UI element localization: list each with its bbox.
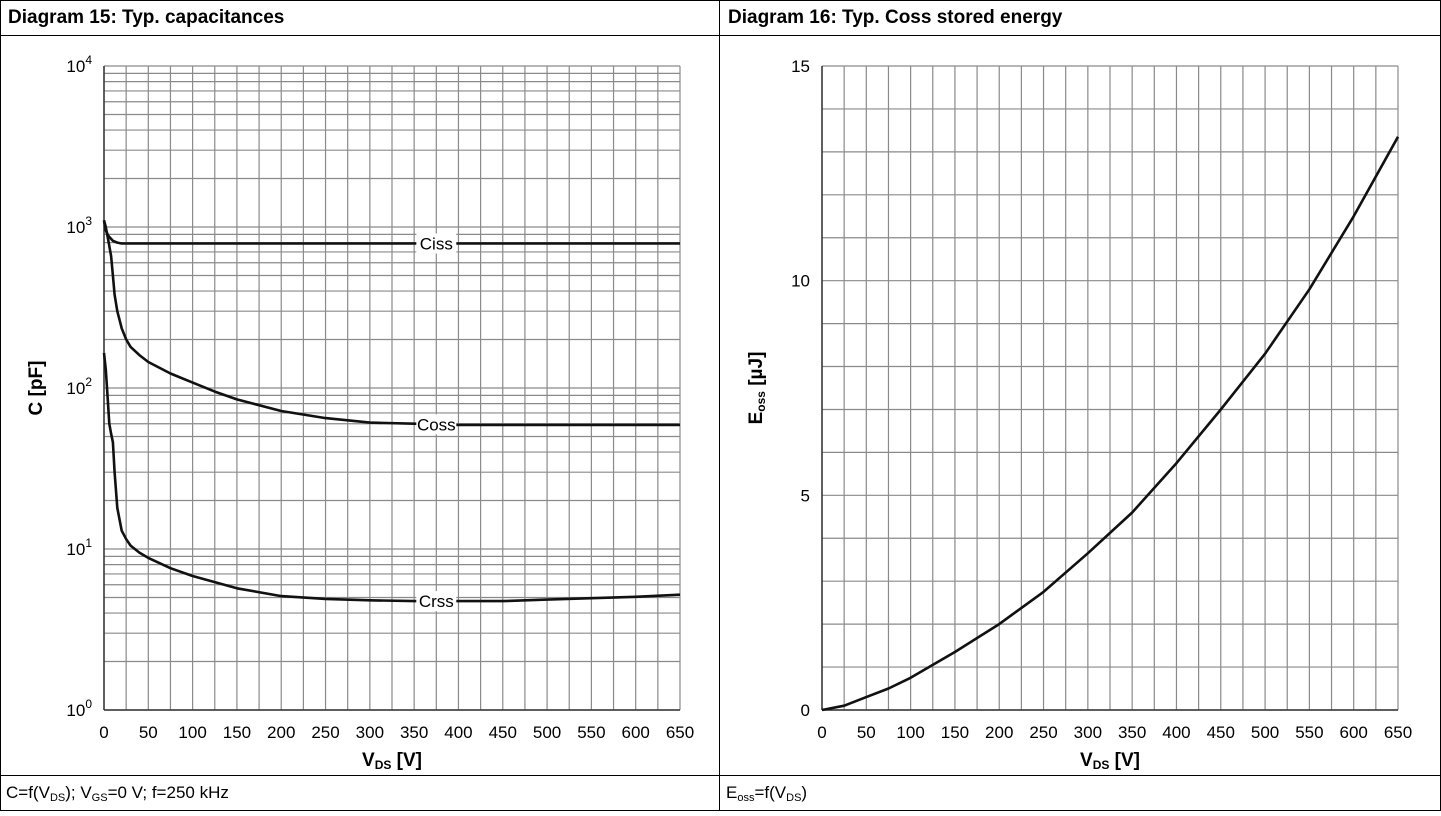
y-tick-label: 0: [801, 701, 810, 720]
left-panel-caption: C=f(VDS); VGS=0 V; f=250 kHz: [6, 783, 229, 804]
x-tick-label: 450: [489, 723, 517, 742]
x-tick-label: 50: [857, 723, 876, 742]
series-line-eoss: [821, 136, 1400, 712]
x-tick-label: 500: [533, 723, 561, 742]
series-line-crss: [102, 352, 681, 603]
series-label-coss: Coss: [417, 415, 456, 434]
x-tick-label: 600: [1340, 723, 1368, 742]
series-label-ciss: Ciss: [420, 234, 453, 253]
series-line-coss: [102, 219, 680, 427]
y-tick-label: 10: [791, 272, 810, 291]
x-tick-label: 100: [178, 723, 206, 742]
x-tick-label: 150: [941, 723, 969, 742]
x-tick-label: 0: [99, 723, 108, 742]
x-tick-label: 0: [817, 723, 826, 742]
x-tick-label: 600: [622, 723, 650, 742]
right-panel-caption: Eoss=f(VDS): [726, 783, 808, 804]
x-tick-label: 200: [267, 723, 295, 742]
series-line-ciss: [102, 220, 680, 245]
series-label-crss: Crss: [419, 592, 454, 611]
right-panel-title: Diagram 16: Typ. Coss stored energy: [728, 7, 1063, 28]
y-tick-label: 103: [66, 214, 92, 237]
x-tick-label: 250: [1029, 723, 1057, 742]
x-tick-label: 650: [666, 723, 694, 742]
y-tick-label: 102: [66, 375, 92, 398]
x-tick-label: 250: [311, 723, 339, 742]
y-axis-label: C [pF]: [26, 361, 47, 416]
x-tick-label: 100: [896, 723, 924, 742]
y-tick-label: 5: [801, 486, 810, 505]
x-tick-label: 300: [356, 723, 384, 742]
x-tick-label: 50: [139, 723, 158, 742]
x-axis-label: VDS [V]: [362, 750, 422, 772]
x-tick-label: 350: [1118, 723, 1146, 742]
x-tick-label: 400: [1162, 723, 1190, 742]
x-tick-label: 350: [400, 723, 428, 742]
x-tick-label: 400: [444, 723, 472, 742]
y-tick-label: 15: [791, 57, 810, 76]
title-row-divider: [0, 35, 1441, 36]
x-tick-label: 150: [223, 723, 251, 742]
series-label-bg: [416, 591, 457, 612]
left-panel-title: Diagram 15: Typ. capacitances: [8, 7, 285, 28]
x-tick-label: 550: [1295, 723, 1323, 742]
caption-row-divider: [0, 775, 1441, 776]
panel-divider: [719, 0, 720, 811]
x-axis-label: VDS [V]: [1080, 750, 1140, 772]
x-tick-label: 200: [985, 723, 1013, 742]
x-tick-label: 300: [1074, 723, 1102, 742]
series-label-bg: [416, 233, 457, 254]
y-axis-label: Eoss [µJ]: [746, 352, 768, 425]
x-tick-label: 550: [577, 723, 605, 742]
series-label-bg: [416, 414, 457, 435]
x-tick-label: 500: [1251, 723, 1279, 742]
y-tick-label: 104: [66, 53, 92, 76]
y-tick-label: 101: [66, 536, 92, 559]
y-tick-label: 100: [66, 697, 92, 720]
x-tick-label: 650: [1384, 723, 1412, 742]
x-tick-label: 450: [1207, 723, 1235, 742]
